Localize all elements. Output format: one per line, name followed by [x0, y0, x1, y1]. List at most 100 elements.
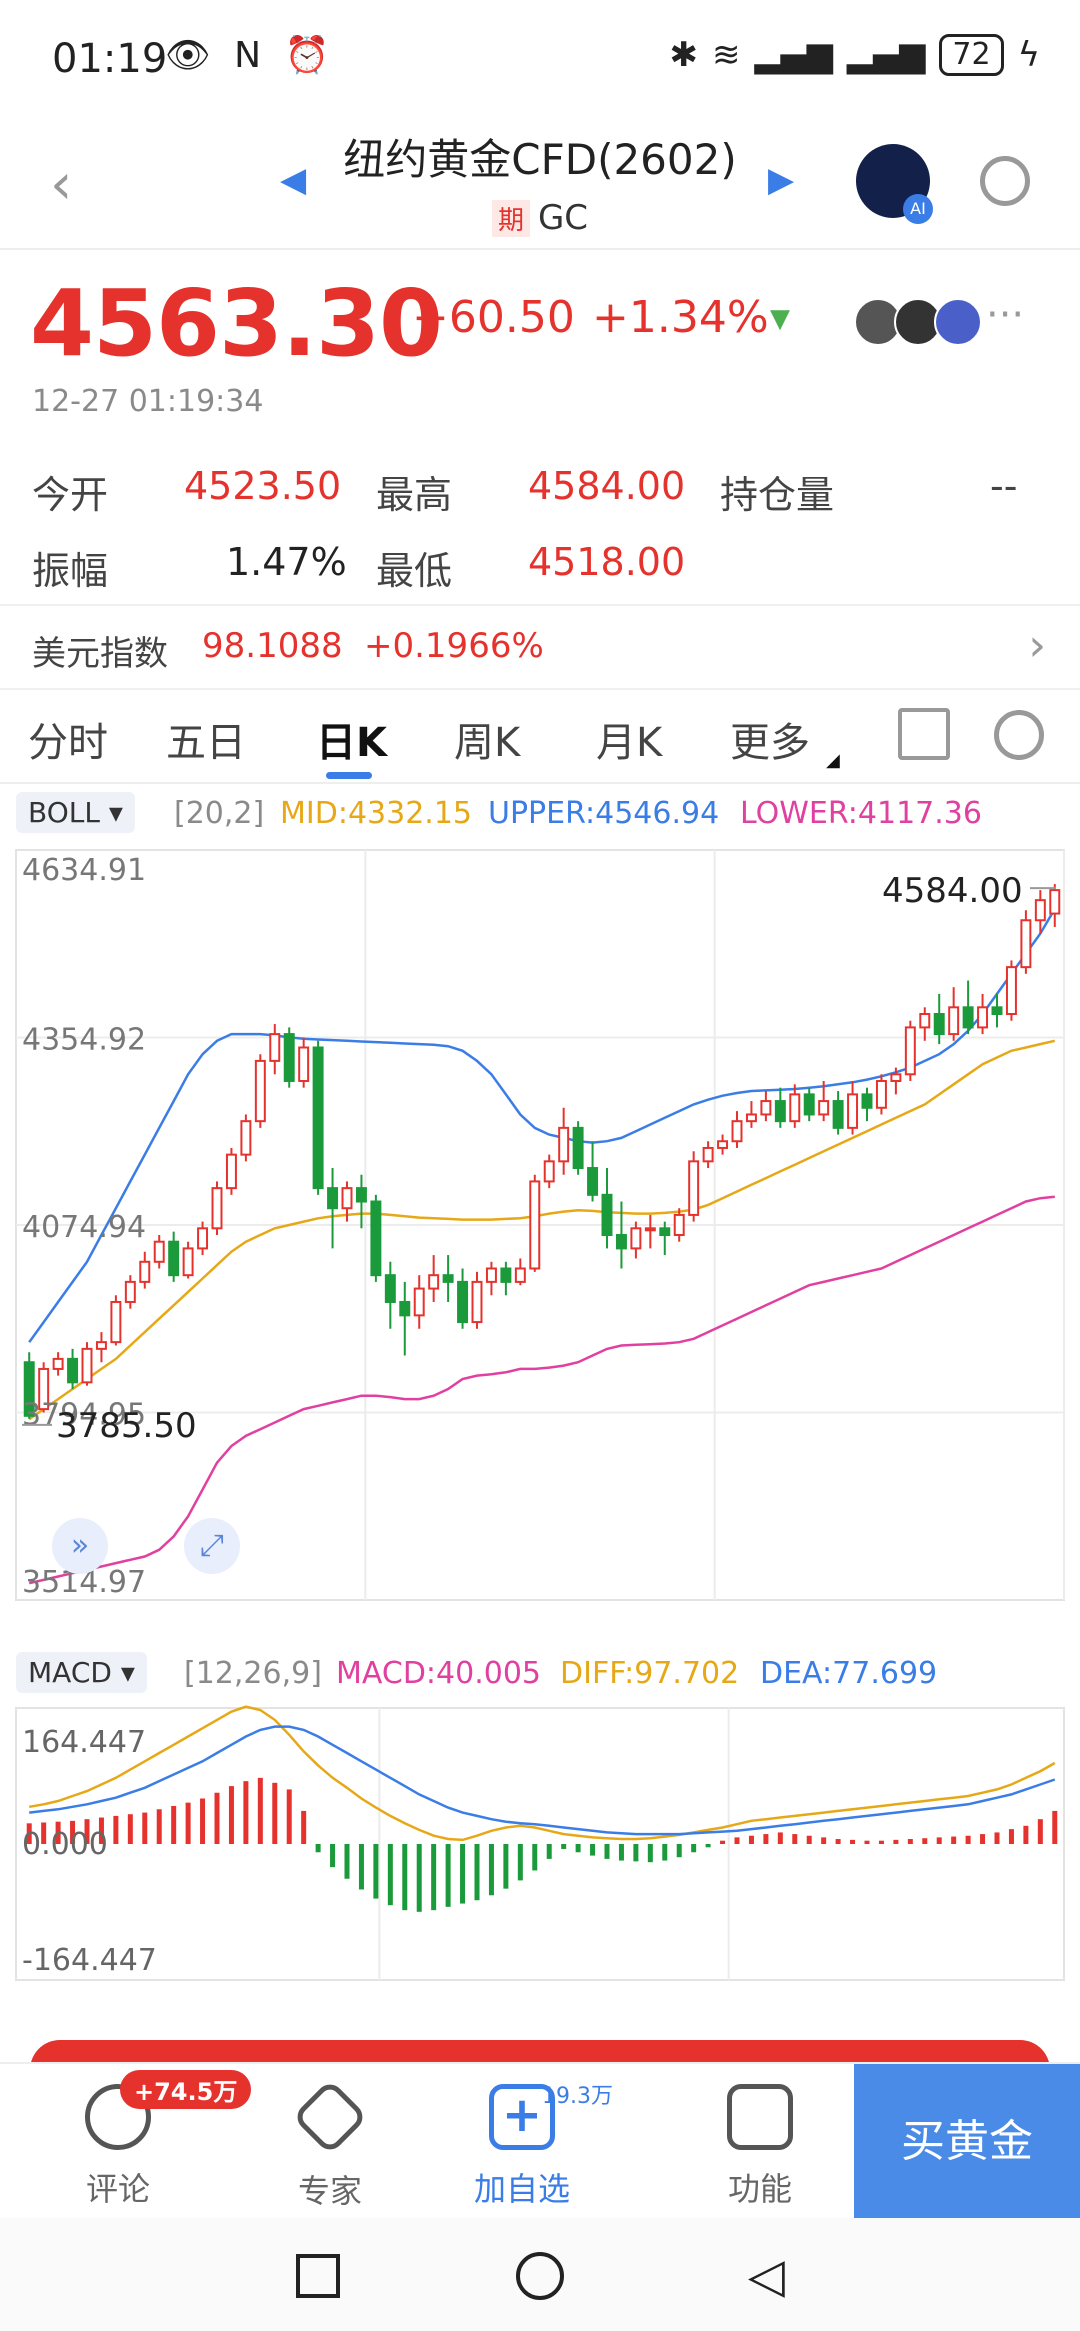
tab-daily-k[interactable]: 日K: [316, 720, 387, 766]
candle-body: [23, 1361, 35, 1417]
macd-bar: [763, 1834, 769, 1844]
ai-badge: AI: [903, 194, 933, 224]
main-indicator-select[interactable]: BOLL ▾: [16, 792, 135, 833]
high-annotation: 4584.00: [882, 871, 1023, 911]
candle-body: [269, 1033, 281, 1062]
recent-apps-icon[interactable]: [296, 2254, 340, 2298]
macd-bar: [777, 1832, 783, 1844]
macd-lines: [28, 1705, 1056, 1842]
candle-body: [933, 1013, 945, 1036]
macd-chart[interactable]: 164.447 0.000 -164.447: [0, 1700, 1080, 1990]
open-interest-value: --: [990, 464, 1018, 508]
macd-bar: [792, 1834, 798, 1844]
dollar-index-change: +0.1966%: [364, 626, 544, 666]
candle-body: [630, 1227, 642, 1250]
macd-bar: [257, 1777, 263, 1844]
more-icon[interactable]: ···: [986, 292, 1025, 338]
macd-bar: [980, 1834, 986, 1844]
macd-bar: [315, 1844, 321, 1853]
candle-body: [399, 1300, 411, 1317]
home-icon[interactable]: [516, 2252, 564, 2300]
candle-body: [572, 1126, 584, 1170]
candle-body: [818, 1100, 830, 1116]
macd-bar: [113, 1815, 119, 1844]
search-icon[interactable]: [980, 156, 1030, 206]
low-annotation: 3785.50: [56, 1406, 197, 1446]
candle-body: [124, 1280, 136, 1303]
watchers-avatars[interactable]: [854, 298, 982, 346]
page-title: 纽约黄金CFD(2602): [343, 135, 737, 184]
candle-body: [688, 1160, 700, 1216]
macd-bar: [185, 1802, 191, 1844]
sub-indicator-select[interactable]: MACD ▾: [16, 1652, 147, 1693]
system-back-icon[interactable]: ◁: [748, 2248, 785, 2304]
tab-monthly-k[interactable]: 月K: [596, 720, 663, 766]
buy-gold-button[interactable]: 买黄金: [854, 2064, 1080, 2220]
macd-bar: [344, 1844, 350, 1879]
y-tick-label: 4354.92: [22, 1023, 146, 1058]
macd-bar: [214, 1792, 220, 1844]
candle-body: [832, 1100, 844, 1129]
macd-value: MACD:40.005: [336, 1656, 542, 1691]
candle-body: [110, 1300, 122, 1344]
settings-gear-icon[interactable]: [994, 710, 1044, 760]
layout-grid-icon[interactable]: [898, 708, 950, 760]
macd-bar: [676, 1844, 682, 1858]
nav-functions[interactable]: 功能: [690, 2084, 830, 2210]
macd-bar: [26, 1823, 32, 1844]
tab-weekly-k[interactable]: 周K: [454, 720, 521, 766]
macd-bar: [720, 1840, 726, 1844]
app-header: ‹ ◀ 纽约黄金CFD(2602) 期 GC ▶ AI: [0, 120, 1080, 250]
dollar-index-label: 美元指数: [32, 634, 168, 674]
candle-body: [847, 1093, 859, 1129]
more-corner-icon: ◢: [826, 750, 840, 771]
macd-bar: [618, 1844, 624, 1861]
nav-add-watchlist[interactable]: + 加自选: [452, 2084, 592, 2210]
macd-bar: [806, 1835, 812, 1844]
candle-body: [962, 1006, 974, 1029]
macd-bar: [98, 1817, 104, 1844]
chart-grid: [15, 849, 1065, 1601]
candle-body: [283, 1033, 295, 1082]
avatar: [934, 298, 982, 346]
candle-body: [890, 1073, 902, 1082]
low-label: 最低: [376, 549, 453, 593]
candle-body: [240, 1120, 252, 1156]
nav-expert[interactable]: 专家: [260, 2078, 400, 2212]
expand-left-icon[interactable]: »: [52, 1518, 108, 1574]
candle-body: [774, 1100, 786, 1123]
back-icon[interactable]: ‹: [50, 152, 73, 217]
candle-body: [81, 1347, 93, 1384]
dollar-index-row[interactable]: 美元指数 98.1088 +0.1966% ›: [0, 604, 1080, 690]
macd-bar: [460, 1844, 466, 1904]
expert-icon: [291, 2078, 369, 2156]
prev-contract-icon[interactable]: ◀: [280, 160, 307, 200]
nav-comment[interactable]: 评论: [48, 2084, 188, 2210]
candle-body: [168, 1240, 180, 1277]
reset-zoom-icon[interactable]: ⤢: [184, 1518, 240, 1574]
boll-upper-line: [28, 908, 1056, 1343]
candle-body: [1034, 899, 1046, 922]
candle-body: [139, 1260, 151, 1283]
candle-body: [457, 1280, 469, 1324]
candle-body: [153, 1240, 165, 1263]
candle-body: [1049, 889, 1061, 915]
macd-bar: [445, 1844, 451, 1907]
contract-code: GC: [537, 198, 589, 238]
tab-five-day[interactable]: 五日: [166, 720, 246, 766]
dollar-index-value: 98.1088: [202, 626, 343, 666]
macd-bar: [127, 1814, 133, 1844]
candle-body: [659, 1227, 671, 1237]
candle-body: [760, 1100, 772, 1116]
y-tick-label: 4074.94: [22, 1210, 146, 1245]
quote-timestamp: 12-27 01:19:34: [32, 384, 264, 419]
tab-more[interactable]: 更多: [730, 720, 810, 766]
next-contract-icon[interactable]: ▶: [768, 160, 795, 200]
candle-body: [485, 1267, 497, 1283]
tab-intraday[interactable]: 分时: [28, 720, 108, 766]
price-change: +60.50: [412, 292, 575, 343]
candles: [23, 884, 1061, 1419]
high-value: 4584.00: [528, 464, 686, 508]
